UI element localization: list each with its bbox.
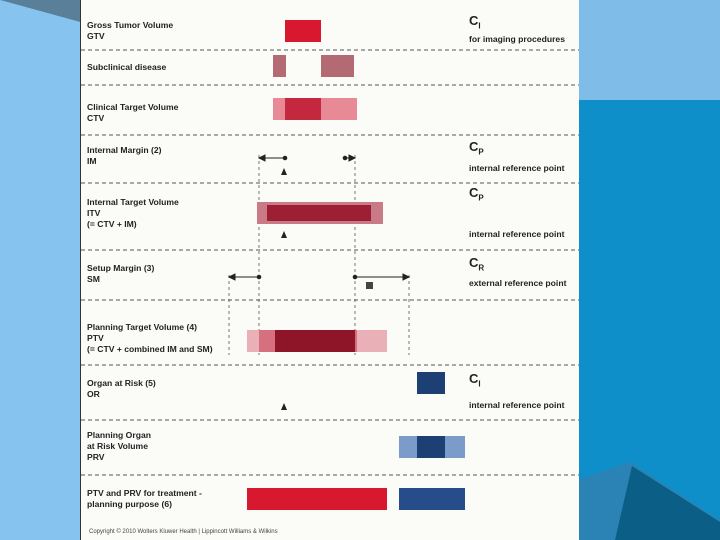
vertical-guides bbox=[228, 155, 410, 355]
oar-bar bbox=[417, 372, 445, 394]
itv-label: Internal Target Volume ITV (= CTV + IM) bbox=[87, 197, 179, 229]
right-panel bbox=[578, 0, 720, 540]
prv-core-bar bbox=[417, 436, 445, 458]
sm-arrows bbox=[227, 273, 411, 281]
ptv-label: Planning Target Volume (4) PTV (= CTV + co… bbox=[87, 322, 213, 354]
final-label: PTV and PRV for treatment - planning purp… bbox=[87, 488, 202, 509]
im-reference-marker bbox=[281, 168, 287, 175]
ctv-label: Clinical Target Volume CTV bbox=[87, 102, 179, 123]
sm-reference-marker bbox=[366, 282, 373, 289]
diagram-page: Gross Tumor Volume GTV Subclinical diseas… bbox=[80, 0, 579, 540]
gtv-note: for imaging procedures bbox=[469, 34, 565, 44]
oar-reference-marker bbox=[281, 403, 287, 410]
right-panel-top bbox=[578, 0, 720, 100]
ptv-core-bar bbox=[275, 330, 355, 352]
diagram-graphics bbox=[81, 20, 579, 510]
gtv-label: Gross Tumor Volume GTV bbox=[87, 20, 174, 41]
itv-reference-marker bbox=[281, 231, 287, 238]
subclinical-right bbox=[321, 55, 354, 77]
gtv-symbol: CI bbox=[469, 13, 481, 31]
final-ptv-bar bbox=[247, 488, 387, 510]
prv-label: Planning Organ at Risk Volume PRV bbox=[87, 430, 151, 462]
im-note: internal reference point bbox=[469, 163, 565, 173]
left-panel bbox=[0, 0, 80, 540]
im-arrows bbox=[257, 154, 357, 162]
itv-note: internal reference point bbox=[469, 229, 565, 239]
oar-note: internal reference point bbox=[469, 400, 565, 410]
subclinical-label: Subclinical disease bbox=[87, 62, 167, 72]
sm-note: external reference point bbox=[469, 278, 567, 288]
copyright-notice: Copyright © 2010 Wolters Kluwer Health |… bbox=[89, 529, 278, 535]
row-separators bbox=[81, 49, 579, 476]
sm-symbol: CR bbox=[469, 255, 485, 273]
oar-symbol: CI bbox=[469, 371, 481, 389]
oar-label: Organ at Risk (5) OR bbox=[87, 378, 156, 399]
final-prv-bar bbox=[399, 488, 465, 510]
subclinical-left bbox=[273, 55, 286, 77]
im-symbol: CP bbox=[469, 139, 484, 157]
itv-symbol: CP bbox=[469, 185, 484, 203]
ctv-core-bar bbox=[285, 98, 321, 120]
sm-label: Setup Margin (3) SM bbox=[87, 263, 155, 284]
im-label: Internal Margin (2) IM bbox=[87, 145, 162, 166]
itv-core-bar bbox=[267, 205, 371, 221]
gtv-bar bbox=[285, 20, 321, 42]
bottom-right-shadow bbox=[615, 466, 720, 540]
